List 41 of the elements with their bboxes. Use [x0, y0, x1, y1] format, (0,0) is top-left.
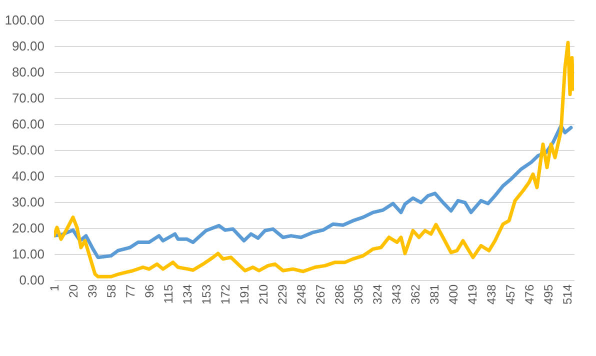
- y-tick-label: 90.00: [12, 38, 44, 54]
- x-tick-label: 134: [180, 284, 194, 305]
- y-tick-label: 10.00: [12, 246, 44, 262]
- x-tick-label: 153: [200, 284, 214, 305]
- x-tick-label: 191: [238, 284, 252, 305]
- y-tick-label: 100.00: [4, 12, 44, 28]
- x-tick-label: 514: [560, 284, 574, 305]
- x-tick-label: 400: [446, 284, 460, 305]
- x-tick-label: 324: [370, 284, 384, 305]
- y-tick-label: 0.00: [19, 272, 44, 288]
- x-tick-label: 476: [522, 284, 536, 305]
- x-tick-label: 96: [142, 284, 156, 298]
- y-tick-label: 20.00: [12, 220, 44, 236]
- x-tick-label: 172: [218, 284, 232, 305]
- x-tick-label: 305: [352, 284, 366, 305]
- y-tick-label: 80.00: [12, 64, 44, 80]
- x-tick-label: 495: [542, 284, 556, 305]
- x-tick-label: 286: [332, 284, 346, 305]
- x-tick-label: 381: [428, 284, 442, 305]
- x-tick-label: 343: [390, 284, 404, 305]
- x-tick-label: 362: [408, 284, 422, 305]
- x-tick-label: 20: [66, 284, 80, 298]
- x-tick-label: 1: [48, 284, 62, 292]
- y-tick-label: 60.00: [12, 116, 44, 132]
- y-tick-label: 50.00: [12, 142, 44, 158]
- x-tick-label: 115: [162, 284, 176, 304]
- line-series: [54, 124, 573, 260]
- x-tick-label: 210: [256, 284, 270, 305]
- y-tick-label: 70.00: [12, 90, 44, 106]
- x-tick-label: 248: [294, 284, 308, 305]
- x-tick-label: 39: [86, 284, 100, 298]
- y-tick-label: 30.00: [12, 194, 44, 210]
- x-tick-label: 419: [466, 284, 480, 305]
- x-tick-label: 229: [276, 284, 290, 305]
- x-tick-label: 58: [104, 284, 118, 298]
- x-tick-label: 77: [124, 284, 138, 298]
- y-tick-label: 40.00: [12, 168, 44, 184]
- x-tick-label: 267: [314, 284, 328, 305]
- x-tick-label: 457: [504, 284, 518, 305]
- line-series: [54, 40, 574, 278]
- x-tick-label: 438: [484, 284, 498, 305]
